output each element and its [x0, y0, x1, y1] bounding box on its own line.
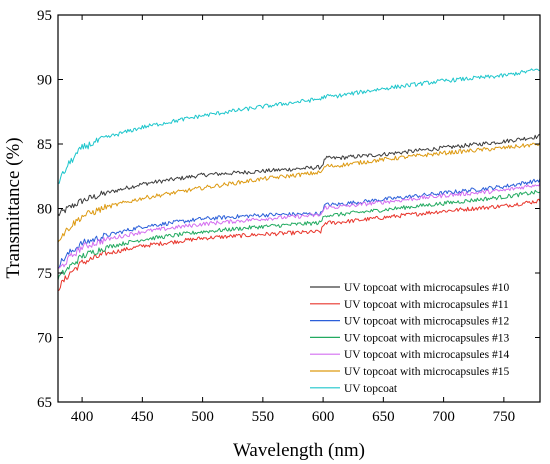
legend-label: UV topcoat with microcapsules #15 — [344, 366, 509, 378]
x-tick-label: 450 — [131, 409, 154, 425]
series-line-4 — [58, 189, 540, 281]
legend-label: UV topcoat with microcapsules #13 — [344, 332, 509, 344]
series-line-3 — [58, 178, 540, 269]
y-tick-label: 65 — [37, 395, 52, 411]
x-tick-label: 500 — [191, 409, 214, 425]
x-tick-label: 600 — [312, 409, 335, 425]
legend-label: UV topcoat — [344, 383, 398, 395]
y-tick-label: 80 — [37, 202, 52, 218]
legend-label: UV topcoat with microcapsules #10 — [344, 282, 509, 294]
y-tick-label: 75 — [37, 266, 52, 282]
x-tick-label: 750 — [493, 409, 516, 425]
x-tick-label: 400 — [71, 409, 94, 425]
legend-label: UV topcoat with microcapsules #14 — [344, 349, 509, 361]
series-line-7 — [58, 68, 540, 184]
y-tick-label: 95 — [37, 8, 52, 24]
series-line-5 — [58, 182, 540, 269]
x-tick-label: 700 — [432, 409, 455, 425]
x-axis-title: Wavelength (nm) — [233, 440, 365, 461]
x-axis: 400 450 500 550 600 650 700 750 — [71, 15, 515, 425]
y-tick-label: 90 — [37, 73, 52, 89]
x-tick-label: 550 — [252, 409, 275, 425]
series-layer — [58, 68, 540, 292]
x-tick-label: 650 — [372, 409, 395, 425]
series-line-2 — [58, 198, 540, 292]
legend: UV topcoat with microcapsules #10 UV topc… — [310, 282, 509, 395]
y-tick-label: 70 — [37, 331, 52, 347]
series-line-6 — [58, 141, 540, 243]
legend-label: UV topcoat with microcapsules #11 — [344, 299, 509, 311]
legend-label: UV topcoat with microcapsules #12 — [344, 316, 509, 328]
series-line-1 — [58, 134, 540, 217]
y-tick-label: 85 — [37, 137, 52, 153]
y-axis: 65 70 75 80 85 90 95 — [37, 8, 540, 411]
y-axis-title: Transmittance (%) — [3, 137, 24, 278]
